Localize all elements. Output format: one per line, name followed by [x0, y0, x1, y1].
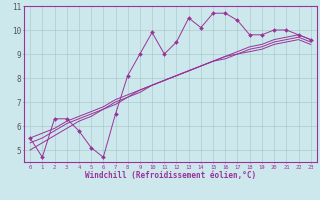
X-axis label: Windchill (Refroidissement éolien,°C): Windchill (Refroidissement éolien,°C) — [85, 171, 256, 180]
